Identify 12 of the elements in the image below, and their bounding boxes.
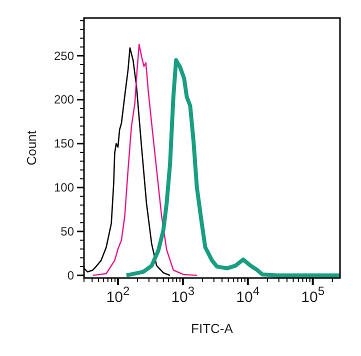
x-tick-label: 10$^{3}$ <box>171 284 195 306</box>
y-tick-label: 0 <box>67 268 74 282</box>
y-tick-label: 50 <box>60 224 74 238</box>
y-tick-label: 150 <box>54 136 74 151</box>
y-tick-label: 250 <box>54 48 74 63</box>
y-tick-label: 200 <box>54 92 74 107</box>
x-tick-label: 10$^{5}$ <box>301 284 325 306</box>
x-axis-title: FITC-A <box>191 321 234 336</box>
x-tick-label: 10$^{2}$ <box>106 284 130 306</box>
y-axis-title: Count <box>24 130 39 166</box>
y-tick-label: 100 <box>54 180 74 195</box>
x-tick-label: 10$^{4}$ <box>236 284 260 306</box>
